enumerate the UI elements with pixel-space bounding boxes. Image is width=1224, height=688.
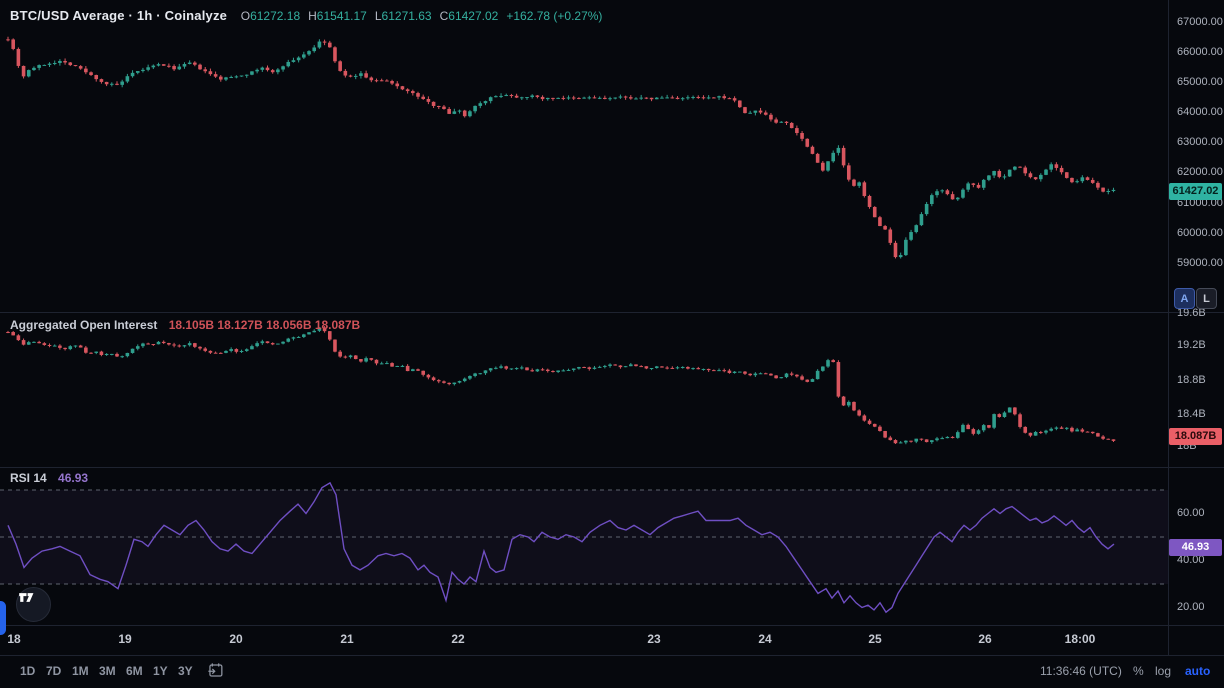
time-tick-23: 23 <box>647 632 661 646</box>
ohlc-value: 61271.63 <box>381 9 432 23</box>
axis-label: 66000.00 <box>1177 46 1223 58</box>
range-button-1y[interactable]: 1Y <box>153 664 168 678</box>
range-button-7d[interactable]: 7D <box>46 664 62 678</box>
axis-label: 19.6B <box>1177 307 1206 319</box>
axis-label: 60000.00 <box>1177 227 1223 239</box>
axis-label: 63000.00 <box>1177 136 1223 148</box>
symbol-title: BTC/USD Average · 1h · Coinalyze <box>10 8 228 23</box>
price-pane-header: BTC/USD Average · 1h · Coinalyze O61272.… <box>10 8 602 23</box>
time-axis[interactable]: 18 19 20 21 22 23 24 25 26 18:00 <box>0 625 1224 655</box>
price-candlestick-chart[interactable] <box>0 0 1168 312</box>
log-scale-button[interactable]: log <box>1155 664 1172 678</box>
pane-divider[interactable] <box>0 312 1224 313</box>
axis-label: 19.2B <box>1177 339 1206 351</box>
price-scale-divider[interactable] <box>1168 0 1169 655</box>
range-button-3m[interactable]: 3M <box>99 664 116 678</box>
auto-scale-button[interactable]: A <box>1174 288 1195 309</box>
axis-label: 18.8B <box>1177 374 1206 386</box>
clock-utc[interactable]: 11:36:46 (UTC) <box>1040 664 1122 678</box>
ohlc-prefix: C <box>439 9 449 23</box>
axis-label: 64000.00 <box>1177 106 1223 118</box>
bottom-toolbar: 1D 7D 1M 3M 6M 1Y 3Y 11:36:46 (UTC) % log auto <box>0 655 1224 688</box>
tradingview-logo[interactable] <box>16 587 51 622</box>
side-panel-toggle[interactable] <box>0 601 6 635</box>
axis-label: 18.4B <box>1177 408 1206 420</box>
ohlc-value: 61272.18 <box>250 9 301 23</box>
last-price-label: 61427.02 <box>1169 183 1222 200</box>
time-tick-22: 22 <box>451 632 465 646</box>
toolbar-divider <box>0 655 1224 656</box>
range-button-1m[interactable]: 1M <box>72 664 89 678</box>
ohlc-value: 61541.17 <box>316 9 367 23</box>
axis-label: 60.00 <box>1177 507 1205 519</box>
ohlc-prefix: H <box>308 9 317 23</box>
oi-pane-header: Aggregated Open Interest 18.105B 18.127B… <box>10 318 360 332</box>
oi-values: 18.105B 18.127B 18.056B 18.087B <box>168 318 361 332</box>
rsi-pane-header: RSI 14 46.93 <box>10 471 88 485</box>
time-tick-1800: 18:00 <box>1064 632 1096 646</box>
time-tick-18: 18 <box>7 632 21 646</box>
time-tick-21: 21 <box>340 632 354 646</box>
rsi-chart[interactable] <box>0 467 1168 625</box>
time-tick-20: 20 <box>229 632 243 646</box>
price-change: +162.78 (+0.27%) <box>506 9 603 23</box>
open-interest-pane[interactable]: Aggregated Open Interest 18.105B 18.127B… <box>0 312 1168 467</box>
pane-divider[interactable] <box>0 467 1224 468</box>
rsi-value: 46.93 <box>58 471 89 485</box>
lock-scale-button[interactable]: L <box>1196 288 1217 309</box>
time-tick-24: 24 <box>758 632 772 646</box>
axis-label: 59000.00 <box>1177 257 1223 269</box>
axis-label: 65000.00 <box>1177 76 1223 88</box>
ohlc-values: O61272.18 H61541.17 L61271.63 C61427.02 +162… <box>241 9 603 23</box>
price-pane[interactable]: BTC/USD Average · 1h · Coinalyze O61272.… <box>0 0 1168 312</box>
axis-label: 40.00 <box>1177 554 1205 566</box>
range-button-6m[interactable]: 6M <box>126 664 143 678</box>
ohlc-prefix: O <box>240 9 251 23</box>
range-button-1d[interactable]: 1D <box>20 664 36 678</box>
axis-label: 62000.00 <box>1177 166 1223 178</box>
ohlc-value: 61427.02 <box>448 9 499 23</box>
rsi-pane[interactable]: RSI 14 46.93 <box>0 467 1168 625</box>
tradingview-logo-icon <box>19 593 34 602</box>
percent-scale-button[interactable]: % <box>1133 664 1144 678</box>
time-tick-25: 25 <box>868 632 882 646</box>
axis-divider <box>0 625 1224 626</box>
axis-label: 67000.00 <box>1177 16 1223 28</box>
last-rsi-label: 46.93 <box>1169 539 1222 556</box>
auto-scale-toggle[interactable]: auto <box>1185 664 1211 678</box>
axis-label: 20.00 <box>1177 601 1205 613</box>
range-button-3y[interactable]: 3Y <box>178 664 193 678</box>
open-interest-chart[interactable] <box>0 312 1168 467</box>
go-to-date-icon[interactable] <box>206 661 225 680</box>
last-oi-label: 18.087B <box>1169 428 1222 445</box>
time-tick-26: 26 <box>978 632 992 646</box>
time-tick-19: 19 <box>118 632 132 646</box>
rsi-title: RSI 14 <box>10 471 47 485</box>
ohlc-prefix: L <box>374 9 382 23</box>
axis-label: 61000.00 <box>1177 197 1223 209</box>
oi-title: Aggregated Open Interest <box>10 318 158 332</box>
